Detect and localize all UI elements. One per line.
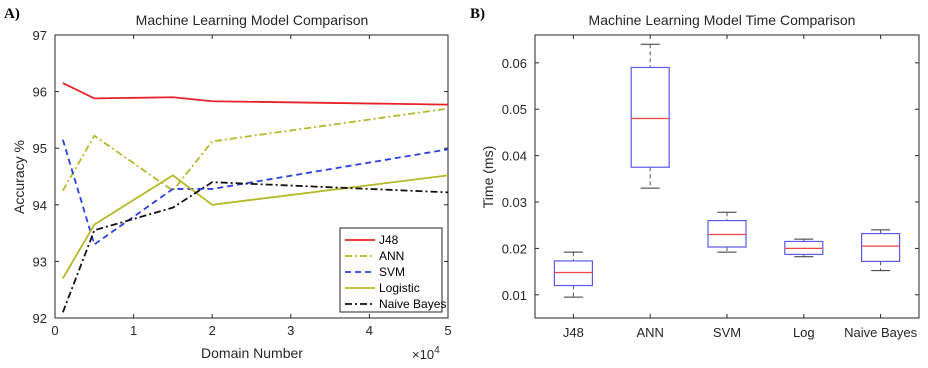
line-chart-legend: J48 ANN SVM Logistic Naive Bayes [339,227,446,313]
legend-label: Logistic [379,281,420,295]
y-tick-label: 0.05 [502,102,527,117]
box-chart: Machine Learning Model Time Comparison 0… [480,12,920,340]
x-tick-label: 2 [209,323,216,338]
box-plot-j48 [553,251,594,298]
y-tick-label: 0.04 [502,149,527,164]
panel-a-label: A) [4,6,20,22]
box-iqr [630,66,670,168]
x-tick-label: 3 [287,323,294,338]
box-iqr [860,232,901,262]
series-line-svm [61,139,449,246]
series-line-logistic [62,174,449,279]
line-chart-x-exponent: ×104 [412,345,440,362]
line-chart: Machine Learning Model Comparison 0 1 2 3 4 5… [11,12,452,362]
y-tick-label: 94 [33,198,47,213]
legend-label: SVM [379,265,405,279]
y-tick-label: 92 [33,311,47,326]
y-tick-label: 95 [33,141,47,156]
box-plot-ann [630,43,670,189]
y-tick-label: 93 [33,254,47,269]
x-tick-label: SVM [713,325,741,340]
y-tick-label: 97 [33,28,47,43]
box-iqr [707,219,747,248]
box-chart-title: Machine Learning Model Time Comparison [589,12,856,28]
x-tick-label: ANN [636,325,663,340]
y-tick-label: 0.06 [502,56,527,71]
box-chart-y-axis-label: Time (ms) [480,146,496,208]
x-tick-label: Naive Bayes [844,325,917,340]
y-tick-label: 0.01 [502,288,527,303]
box-iqr [553,260,594,287]
legend-label: J48 [379,233,399,247]
line-chart-x-axis-label: Domain Number [201,345,303,361]
box-chart-plot-area [534,34,920,319]
series-line-j48 [62,82,449,106]
line-chart-title: Machine Learning Model Comparison [136,12,369,28]
box-plot-log [784,238,824,258]
series-line-ann [62,107,449,192]
x-tick-label: Log [793,325,815,340]
legend-label: Naive Bayes [379,297,446,311]
x-tick-label: 5 [444,323,451,338]
y-tick-label: 96 [33,85,47,100]
box-plot-svm [707,211,747,253]
y-tick-label: 0.02 [502,241,527,256]
x-tick-label: 0 [51,323,58,338]
panel-b-label: B) [470,6,485,22]
series-line-naive-bayes [62,181,449,313]
y-tick-label: 0.03 [502,195,527,210]
line-chart-y-axis-label: Accuracy % [11,140,27,214]
x-tick-label: 1 [130,323,137,338]
box-plot-naive-bayes [860,229,901,272]
legend-box [339,227,443,313]
legend-label: ANN [379,249,404,263]
x-tick-label: 4 [366,323,373,338]
x-tick-label: J48 [563,325,584,340]
